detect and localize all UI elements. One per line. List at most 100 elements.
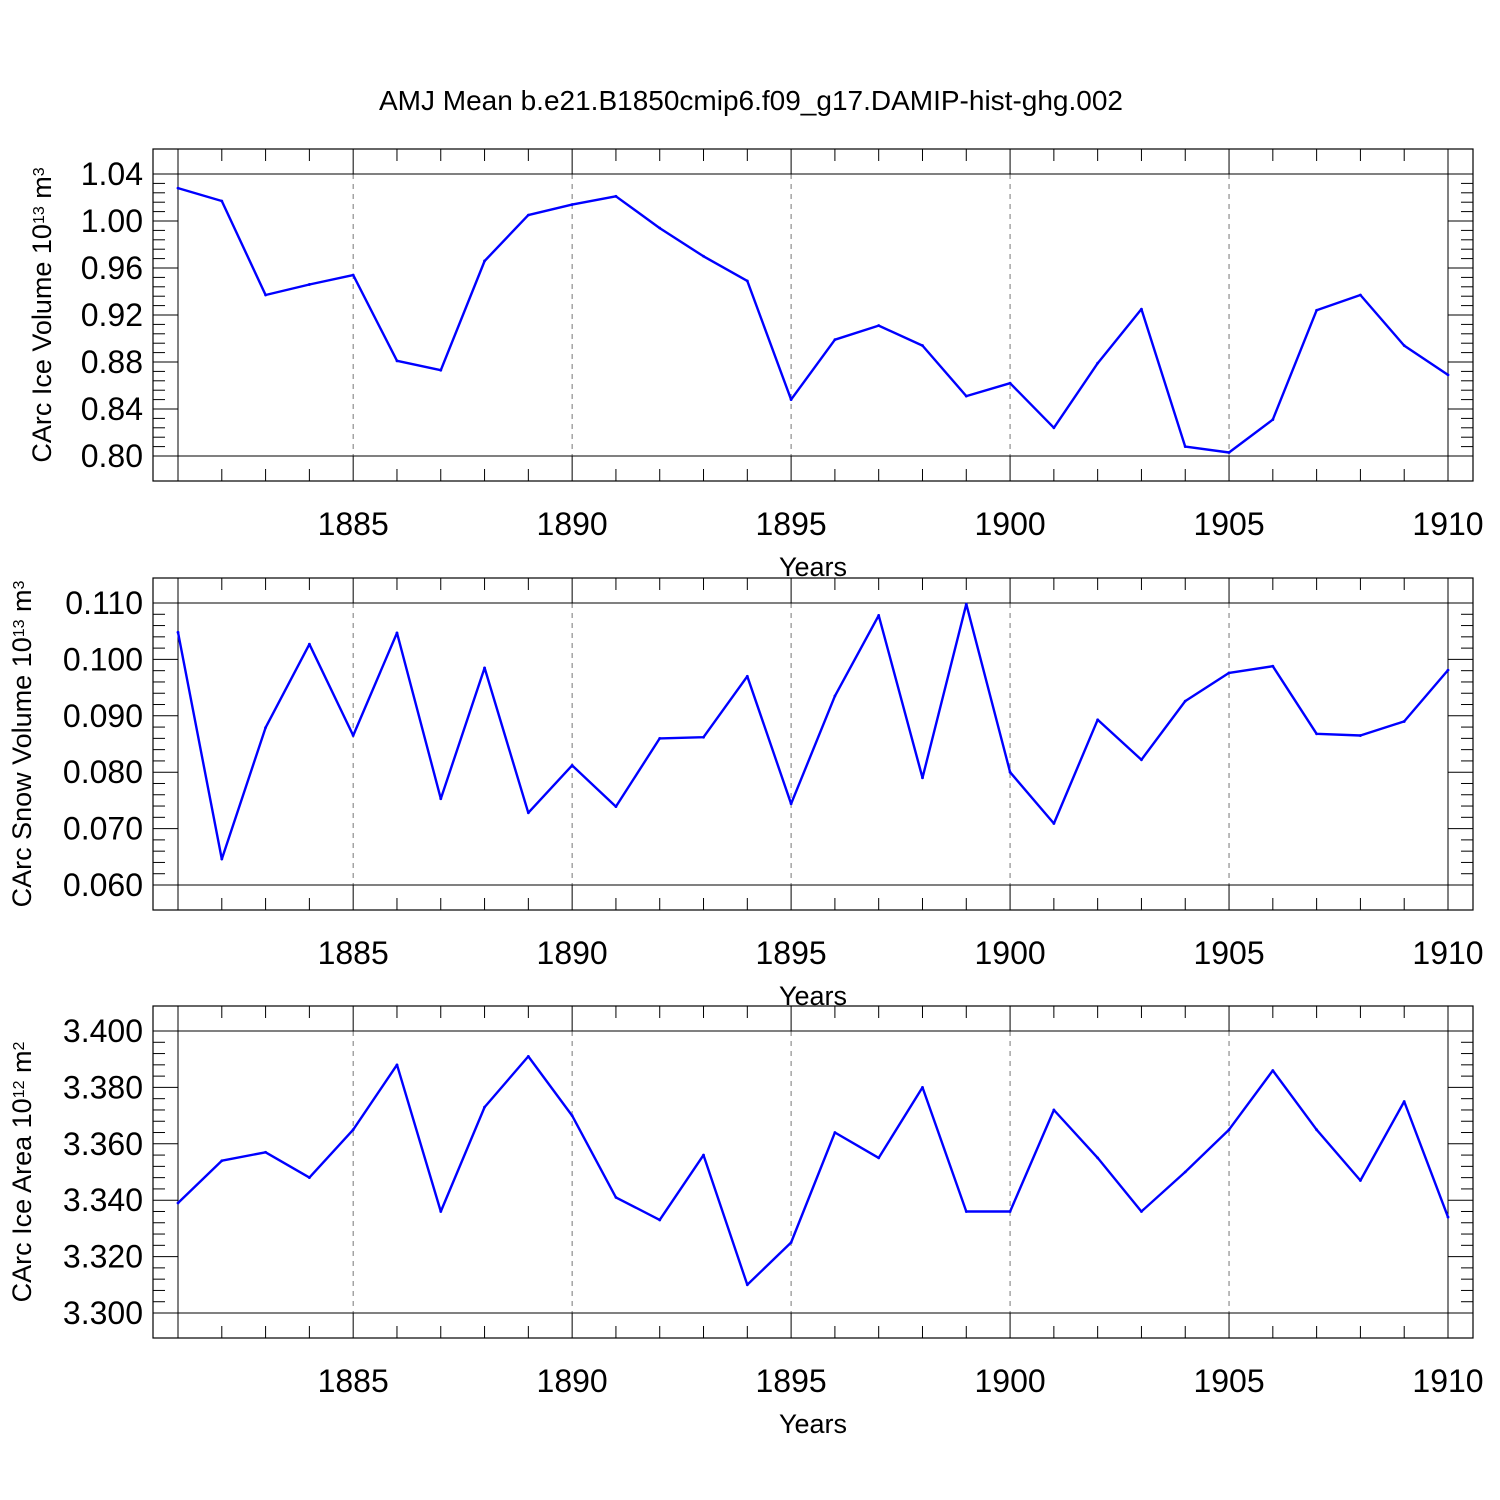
- data-point: [570, 1114, 574, 1117]
- y-tick-label: 3.300: [63, 1295, 143, 1331]
- data-point: [658, 736, 662, 740]
- data-point: [307, 642, 311, 646]
- y-tick-label: 0.84: [81, 391, 143, 427]
- data-point: [745, 674, 749, 678]
- data-point: [833, 694, 837, 698]
- x-tick-label: 1885: [318, 506, 389, 542]
- data-point: [614, 805, 618, 809]
- panel-1: 0.80 0.84 0.88 0.92 0.96 1.00 1.04 1885 1890 1895…: [27, 148, 1484, 582]
- data-point: [1008, 770, 1012, 774]
- data-point: [1271, 418, 1275, 421]
- y-tick-label: 1.04: [81, 156, 143, 192]
- y-tick-label: 0.090: [63, 698, 143, 734]
- data-point: [702, 735, 705, 739]
- data-point: [1271, 1069, 1275, 1072]
- data-point: [1052, 1108, 1056, 1112]
- data-point: [877, 614, 881, 617]
- x-tick-label: 1900: [974, 1363, 1045, 1399]
- data-point: [921, 344, 924, 347]
- data-point: [1359, 293, 1362, 297]
- data-point: [1096, 361, 1100, 365]
- data-point: [1315, 308, 1319, 312]
- series-line-2: [176, 602, 1449, 861]
- chart-title: AMJ Mean b.e21.B1850cmip6.f09_g17.DAMIP-…: [379, 85, 1123, 116]
- y-tick-label: 1.00: [81, 203, 143, 239]
- data-point: [614, 1195, 618, 1199]
- data-point: [745, 1283, 749, 1287]
- y-axis-label: CArc Snow Volume 1013 m3: [7, 580, 37, 907]
- data-point: [220, 857, 224, 861]
- x-tick-label: 1890: [537, 506, 608, 542]
- data-point: [307, 283, 311, 286]
- data-point: [1359, 1179, 1362, 1182]
- data-point: [1140, 1210, 1143, 1213]
- x-tick-label: 1895: [756, 506, 827, 542]
- data-point: [614, 194, 618, 198]
- data-point: [176, 1201, 180, 1205]
- x-tick-label: 1905: [1193, 935, 1264, 971]
- data-point: [1227, 451, 1231, 454]
- data-point: [789, 398, 793, 401]
- x-tick-label: 1910: [1412, 1363, 1483, 1399]
- data-point: [1402, 720, 1406, 723]
- data-point: [483, 259, 486, 263]
- data-point: [176, 186, 180, 190]
- y-tick-label: 3.400: [63, 1013, 143, 1049]
- y-tick-label: 3.360: [63, 1126, 143, 1162]
- data-point: [176, 630, 180, 634]
- x-tick-label: 1895: [756, 935, 827, 971]
- plot-frame: [152, 148, 1474, 482]
- data-point: [1183, 445, 1187, 448]
- plot-frame: [152, 1005, 1474, 1339]
- data-point: [526, 213, 530, 217]
- data-point: [483, 666, 486, 670]
- data-point: [964, 394, 968, 398]
- data-point: [1096, 718, 1100, 722]
- data-point: [220, 199, 224, 203]
- x-tick-label: 1905: [1193, 1363, 1264, 1399]
- y-tick-label: 0.070: [63, 811, 143, 847]
- x-tick-label: 1905: [1193, 506, 1264, 542]
- x-tick-label: 1885: [318, 1363, 389, 1399]
- x-tick-label: 1900: [974, 506, 1045, 542]
- data-point: [1227, 671, 1231, 675]
- data-point: [964, 1210, 968, 1213]
- data-point: [570, 203, 574, 206]
- data-point: [1446, 1215, 1450, 1219]
- data-point: [1183, 1170, 1187, 1174]
- data-point: [745, 279, 749, 283]
- plot-frame: [152, 577, 1474, 911]
- data-point: [789, 1241, 793, 1244]
- data-point: [702, 1153, 705, 1157]
- data-point: [964, 602, 968, 606]
- data-point: [1096, 1156, 1100, 1160]
- data-point: [351, 734, 355, 737]
- y-tick-label: 0.88: [81, 344, 143, 380]
- series-line-3: [177, 1055, 1450, 1287]
- data-point: [702, 254, 705, 258]
- data-point: [307, 1176, 311, 1180]
- data-point: [439, 1210, 443, 1213]
- data-point: [658, 1218, 662, 1222]
- panels-group: 0.80 0.84 0.88 0.92 0.96 1.00 1.04 1885 1890 1895…: [7, 148, 1484, 1439]
- data-point: [395, 1063, 399, 1067]
- data-point: [1446, 668, 1450, 672]
- data-point: [526, 811, 530, 815]
- y-tick-label: 0.96: [81, 250, 143, 286]
- y-axis-label: CArc Ice Area 1012 m2: [7, 1042, 37, 1303]
- y-tick-label: 0.060: [63, 867, 143, 903]
- y-tick-label: 0.80: [81, 438, 143, 474]
- data-point: [1008, 1210, 1012, 1213]
- data-point: [1402, 1100, 1406, 1103]
- x-tick-label: 1890: [537, 1363, 608, 1399]
- series-line-1: [177, 186, 1449, 454]
- data-point: [833, 338, 837, 342]
- data-point: [1140, 758, 1143, 762]
- data-point: [351, 273, 355, 277]
- data-point: [1183, 699, 1187, 703]
- data-point: [439, 368, 443, 372]
- data-point: [921, 776, 924, 780]
- data-point: [1052, 822, 1056, 825]
- x-tick-label: 1910: [1412, 935, 1483, 971]
